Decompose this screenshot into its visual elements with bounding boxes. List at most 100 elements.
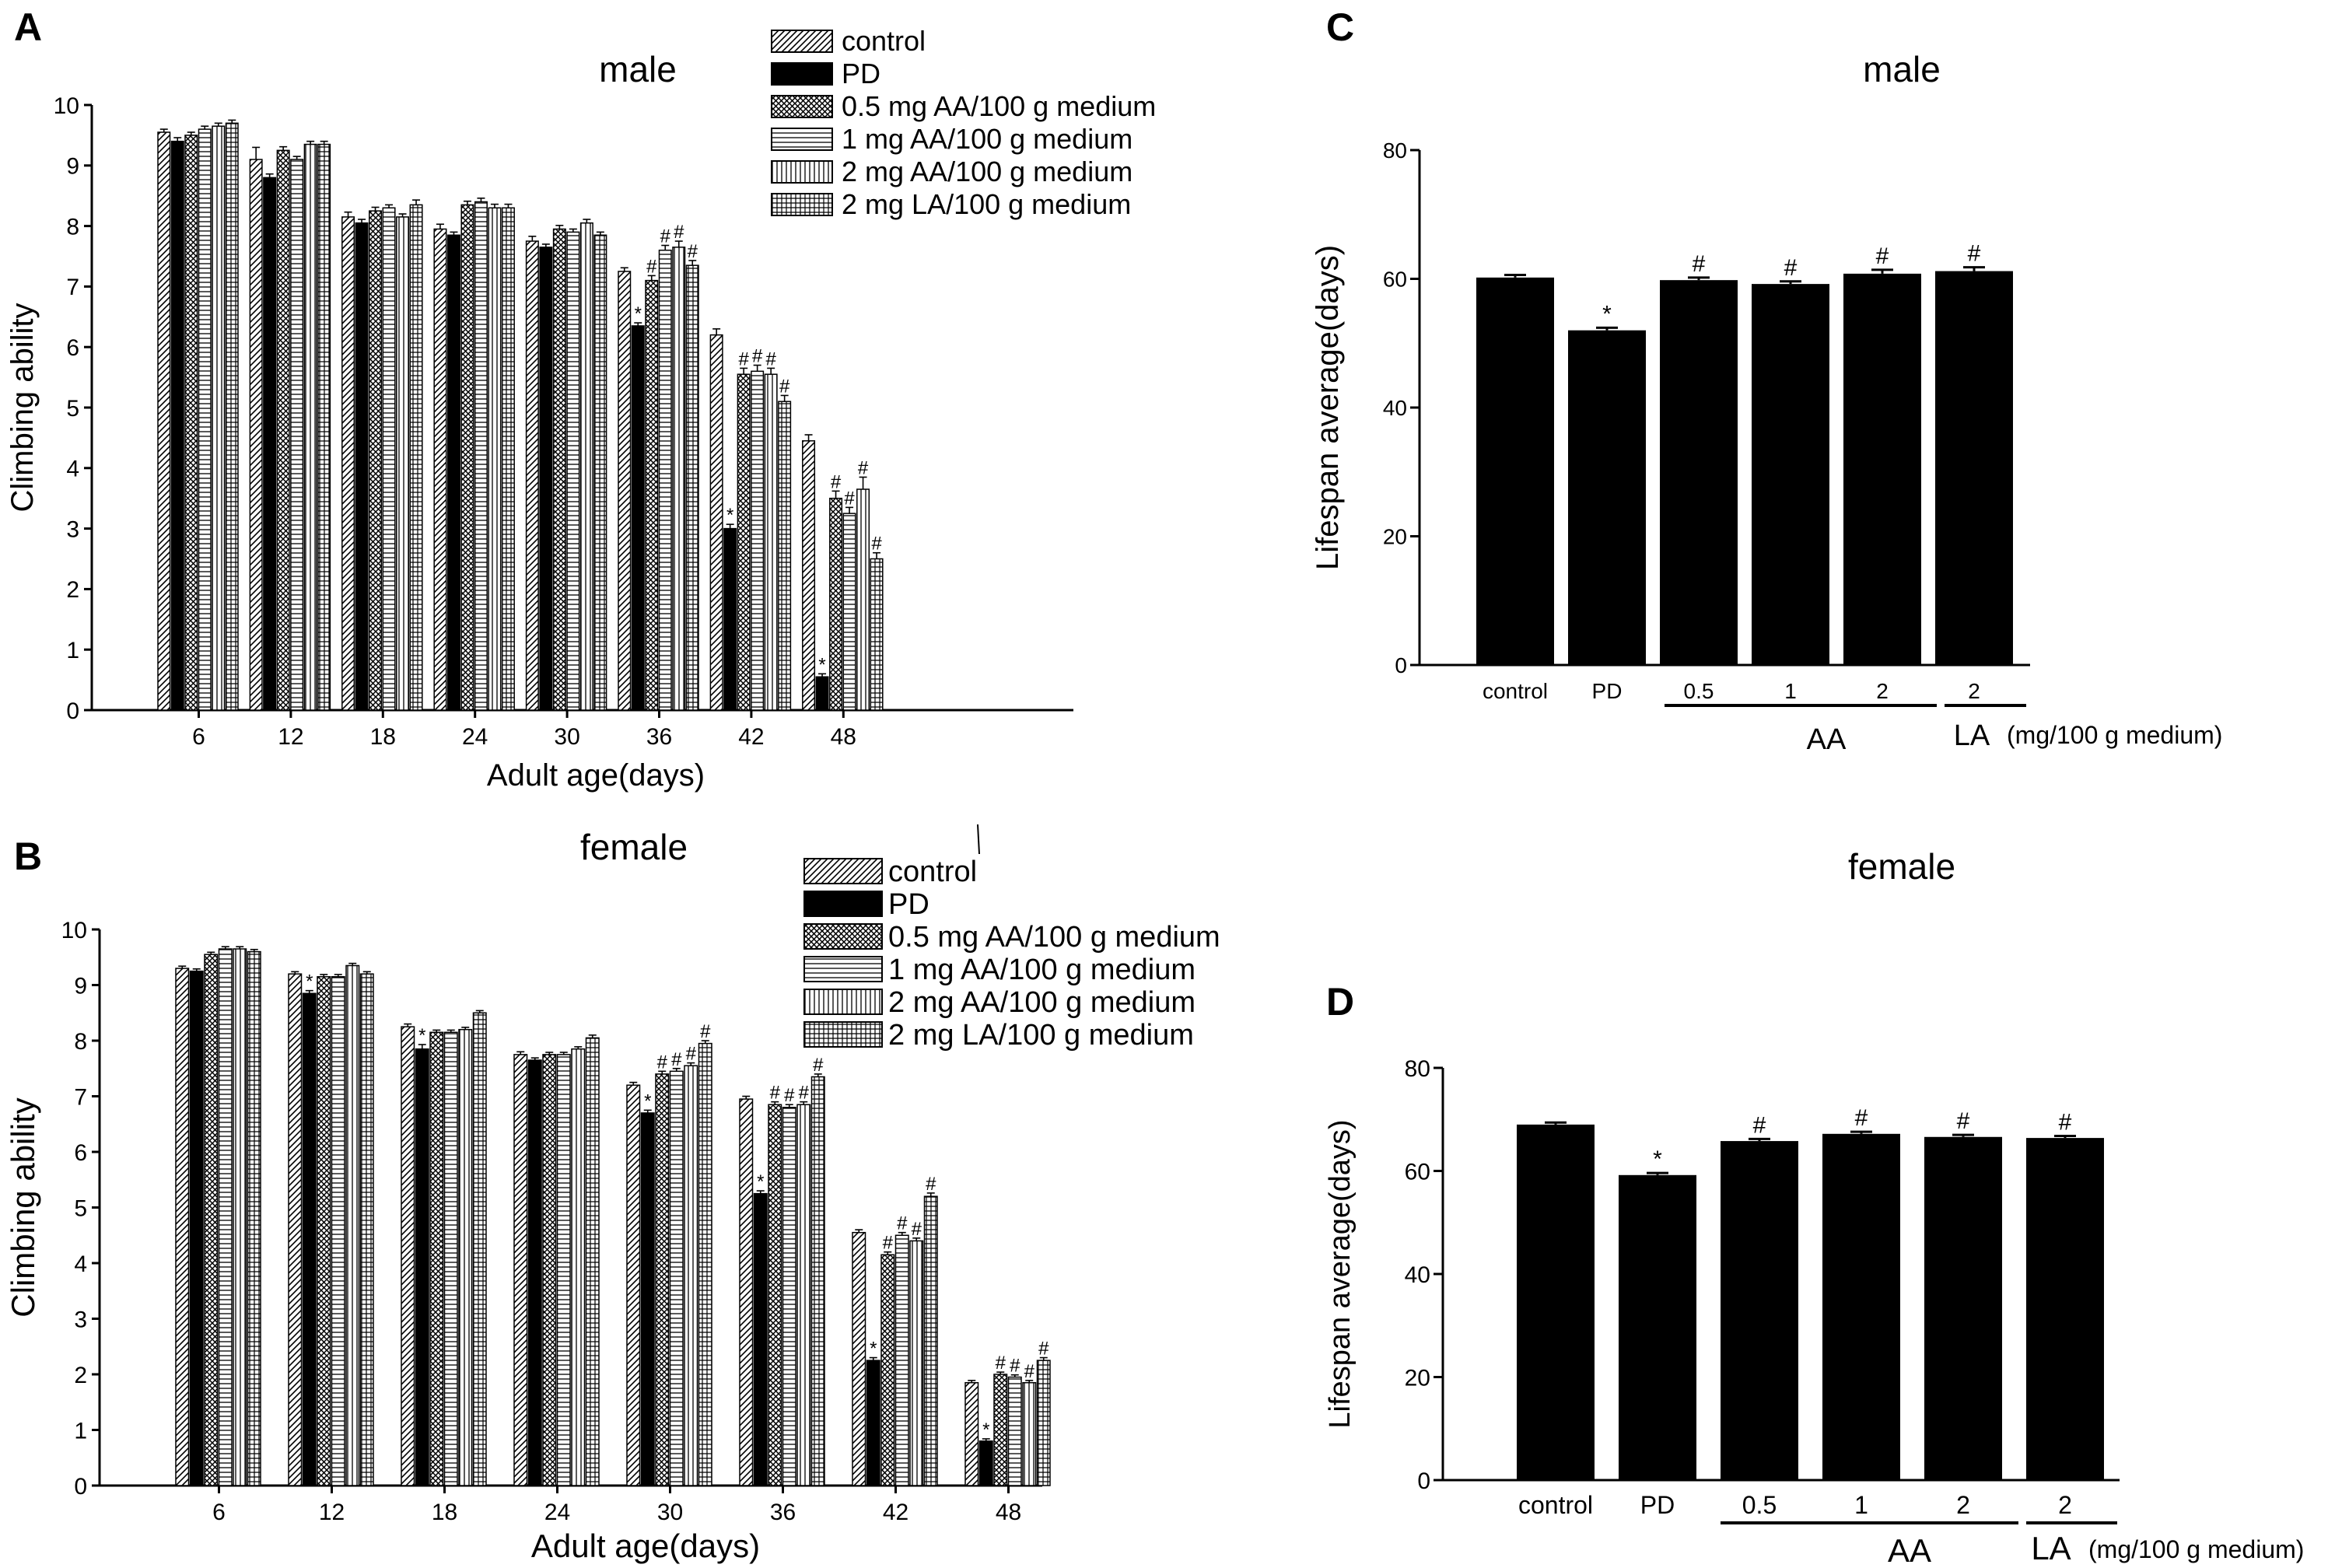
bar [866, 1360, 880, 1486]
panel-letter-d: D [1326, 980, 1354, 1024]
legend-a-label-aa05: 0.5 mg AA/100 g medium [842, 90, 1156, 122]
bar [739, 1098, 754, 1486]
y-tick-label: 0 [74, 1474, 87, 1500]
stray-mark [977, 824, 980, 855]
y-tick-label: 3 [66, 516, 79, 542]
legend-b-label-aa2: 2 mg AA/100 g medium [888, 986, 1196, 1019]
legend-a-item-control: control [771, 25, 926, 57]
x-tick-label: 36 [646, 724, 672, 750]
bar [782, 1107, 796, 1486]
y-tick-label: 0 [1417, 1468, 1430, 1494]
significance-mark: # [646, 256, 657, 277]
bar [290, 159, 304, 711]
bar [753, 1192, 768, 1486]
bar [1752, 284, 1829, 665]
x-tick-label: 0.5 [1684, 679, 1714, 703]
bar [1843, 273, 1921, 665]
x-tick-label: 30 [554, 724, 579, 750]
y-tick-label: 20 [1383, 525, 1407, 549]
significance-mark: # [912, 1219, 922, 1240]
bar [303, 143, 317, 711]
bar [909, 1240, 924, 1486]
y-tick-label: 9 [66, 154, 79, 180]
legend-b: control PD 0.5 mg AA/100 g medium 1 mg A… [803, 824, 1220, 1052]
legend-b-item-aa2: 2 mg AA/100 g medium [803, 986, 1196, 1019]
bar [501, 207, 515, 711]
bar [556, 1054, 571, 1486]
significance-mark: * [306, 971, 313, 992]
bar [525, 240, 539, 711]
bar [1935, 271, 2013, 665]
bar [585, 1037, 600, 1486]
legend-b-item-control: control [803, 856, 977, 888]
significance-mark: # [671, 1049, 682, 1070]
y-tick-label: 8 [66, 214, 79, 240]
bar [204, 954, 219, 1486]
x-tick-label: 2 [1876, 679, 1889, 703]
bar [359, 973, 374, 1486]
bar [341, 216, 355, 711]
significance-mark: # [831, 471, 842, 492]
x-tick-label: 2 [1968, 679, 1980, 703]
bar [698, 1042, 712, 1486]
significance-mark: # [657, 1052, 668, 1073]
bar [923, 1195, 938, 1486]
significance-mark: # [1957, 1108, 1970, 1134]
significance-mark: * [644, 1090, 651, 1111]
significance-mark: # [1968, 241, 1981, 267]
bar [1660, 280, 1738, 665]
y-tick-label: 4 [74, 1251, 87, 1277]
bar [672, 247, 686, 711]
significance-mark: # [813, 1055, 824, 1076]
panel-letter-c: C [1326, 5, 1354, 49]
x-tick-label: control [1483, 679, 1548, 703]
bar [566, 231, 580, 711]
x-tick-label: 42 [883, 1500, 908, 1525]
legend-a-item-aa2: 2 mg AA/100 g medium [771, 156, 1132, 187]
bar [1924, 1136, 2002, 1480]
significance-mark: # [770, 1083, 781, 1104]
bar [1619, 1174, 1696, 1480]
x-tick-label: 48 [831, 724, 856, 750]
y-tick-label: 0 [66, 698, 79, 724]
panel-title-c: male [1863, 49, 1941, 89]
legend-a-item-pd: PD [771, 58, 880, 89]
bar [446, 234, 460, 711]
significance-mark: # [883, 1233, 894, 1254]
bar [472, 1012, 487, 1486]
y-tick-label: 80 [1405, 1056, 1430, 1082]
y-tick-label: 9 [74, 973, 87, 999]
x-tick-label: 30 [657, 1500, 683, 1525]
bar [751, 370, 765, 711]
x-tick-label: 1 [1854, 1491, 1868, 1519]
significance-mark: * [982, 1419, 989, 1440]
x-tick-label: control [1518, 1491, 1593, 1519]
bar [170, 140, 184, 711]
y-axis-label: Climbing ability [5, 303, 40, 513]
bar [993, 1374, 1008, 1486]
bar [684, 1065, 698, 1486]
y-tick-label: 60 [1383, 268, 1407, 292]
x-tick-label: 6 [212, 1500, 226, 1525]
significance-mark: # [1010, 1356, 1020, 1377]
bar [488, 207, 502, 711]
legend-b-label-control: control [888, 856, 977, 888]
x-tick-label: 1 [1784, 679, 1797, 703]
chart-c: 0 20 40 60 80 control * PD #0.5 #1 #2 #2 Lifespan av… [1311, 138, 2030, 703]
bar [2026, 1138, 2104, 1480]
y-axis-label: Lifespan average(days) [1324, 1119, 1357, 1428]
bar [815, 676, 829, 711]
x-tick-label: 6 [192, 724, 205, 750]
bar [571, 1048, 586, 1486]
bar [964, 1381, 979, 1486]
bar [1517, 1124, 1595, 1480]
bar [810, 1076, 825, 1486]
significance-mark: # [660, 226, 671, 247]
significance-mark: # [688, 241, 698, 262]
significance-mark: # [765, 348, 776, 369]
significance-mark: # [700, 1021, 711, 1042]
bar [429, 1031, 444, 1486]
y-tick-label: 1 [66, 638, 79, 663]
bar [842, 513, 856, 711]
bar [618, 271, 632, 711]
